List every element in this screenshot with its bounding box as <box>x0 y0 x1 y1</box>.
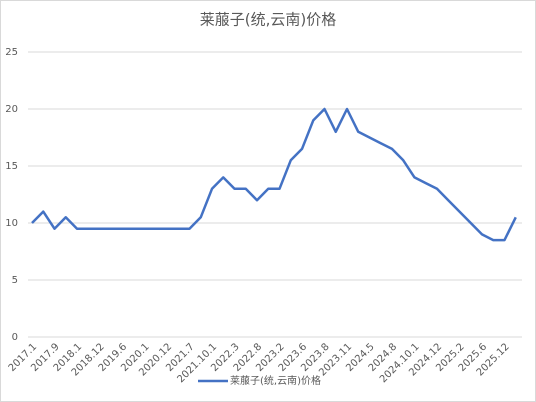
y-tick-label: 0 <box>12 332 18 343</box>
y-tick-label: 25 <box>5 47 18 58</box>
y-tick-label: 10 <box>5 218 18 229</box>
legend-label: 莱菔子(统,云南)价格 <box>230 374 321 387</box>
series-line <box>31 107 517 242</box>
y-tick-label: 20 <box>5 104 18 115</box>
y-tick-label: 5 <box>12 275 18 286</box>
chart-title: 莱菔子(统,云南)价格 <box>200 11 336 29</box>
y-tick-label: 15 <box>5 161 18 172</box>
